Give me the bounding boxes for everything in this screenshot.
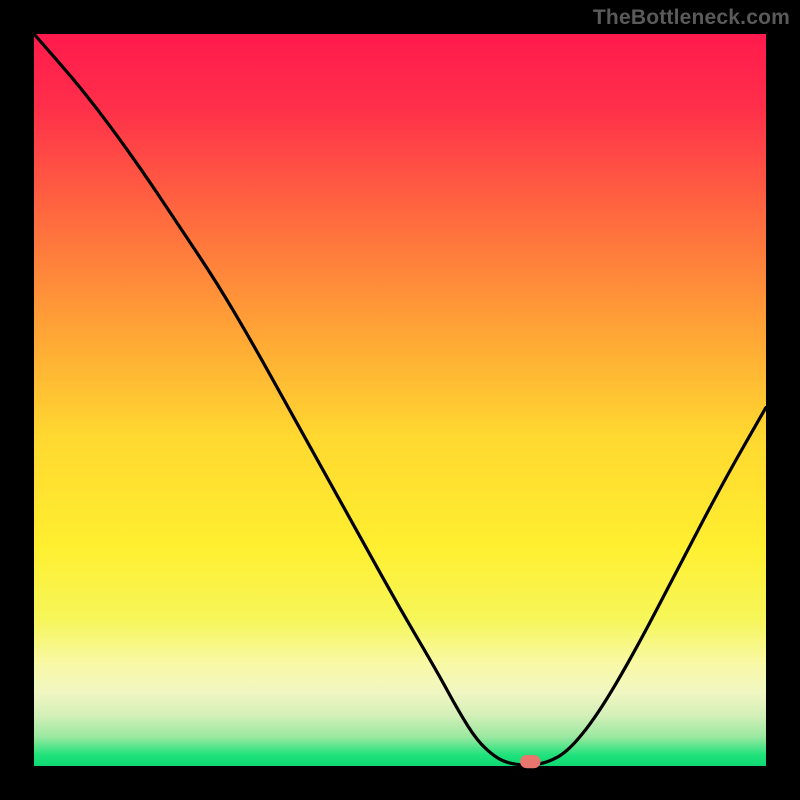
optimal-marker <box>520 755 541 768</box>
gradient-background <box>34 34 766 766</box>
watermark-text: TheBottleneck.com <box>593 6 790 30</box>
bottleneck-chart <box>0 0 800 800</box>
